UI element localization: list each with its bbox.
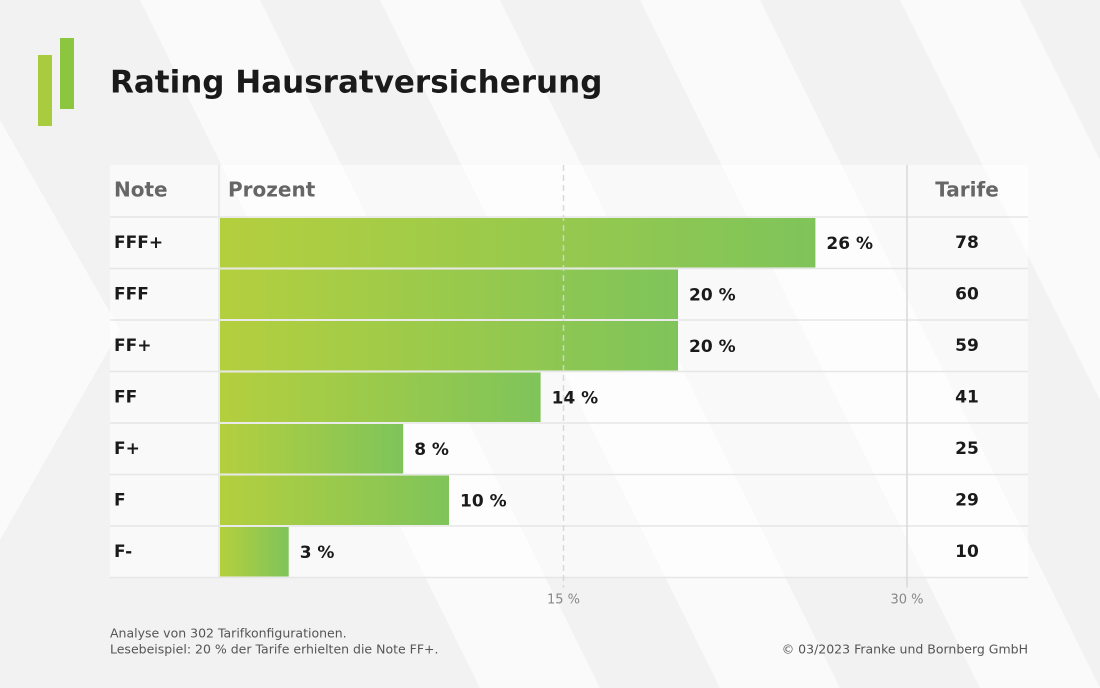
note: Lesebeispiel: 20 % der Tarife erhielten … [110, 642, 439, 657]
chart-title: Rating Hausratversicherung [110, 65, 602, 101]
value-label: 10 % [460, 491, 507, 511]
bar [220, 475, 449, 525]
category-label: F+ [114, 439, 140, 459]
tarife-value: 25 [955, 439, 979, 459]
tarife-value: 29 [955, 490, 979, 510]
value-label: 14 % [552, 388, 599, 408]
bar [220, 321, 678, 371]
tarife-value: 59 [955, 336, 979, 356]
value-label: 26 % [826, 234, 873, 254]
category-label: F [114, 490, 126, 510]
bar [220, 372, 541, 422]
x-tick-label: 15 % [547, 593, 580, 608]
bar [220, 269, 678, 319]
bar [220, 527, 289, 577]
value-label: 3 % [300, 543, 335, 563]
category-label: FF [114, 387, 137, 407]
x-tick-label: 30 % [890, 593, 923, 608]
value-label: 20 % [689, 285, 736, 305]
value-label: 20 % [689, 337, 736, 357]
note: Analyse von 302 Tarifkonfigurationen. [110, 626, 347, 641]
tarife-value: 41 [955, 387, 979, 407]
tarife-value: 10 [955, 542, 979, 562]
category-label: FFF [114, 284, 149, 304]
bar [220, 424, 404, 474]
tarife-value: 60 [955, 284, 979, 304]
column-header: Prozent [228, 178, 316, 202]
category-label: FF+ [114, 336, 151, 356]
source: © 03/2023 Franke und Bornberg GmbH [782, 642, 1028, 657]
bar [220, 218, 816, 268]
category-label: FFF+ [114, 233, 163, 253]
category-label: F- [114, 542, 132, 562]
logo [38, 55, 52, 126]
column-header: Note [114, 178, 168, 202]
logo [60, 38, 74, 109]
column-header: Tarife [935, 178, 999, 202]
value-label: 8 % [414, 440, 449, 460]
tarife-value: 78 [955, 233, 979, 253]
